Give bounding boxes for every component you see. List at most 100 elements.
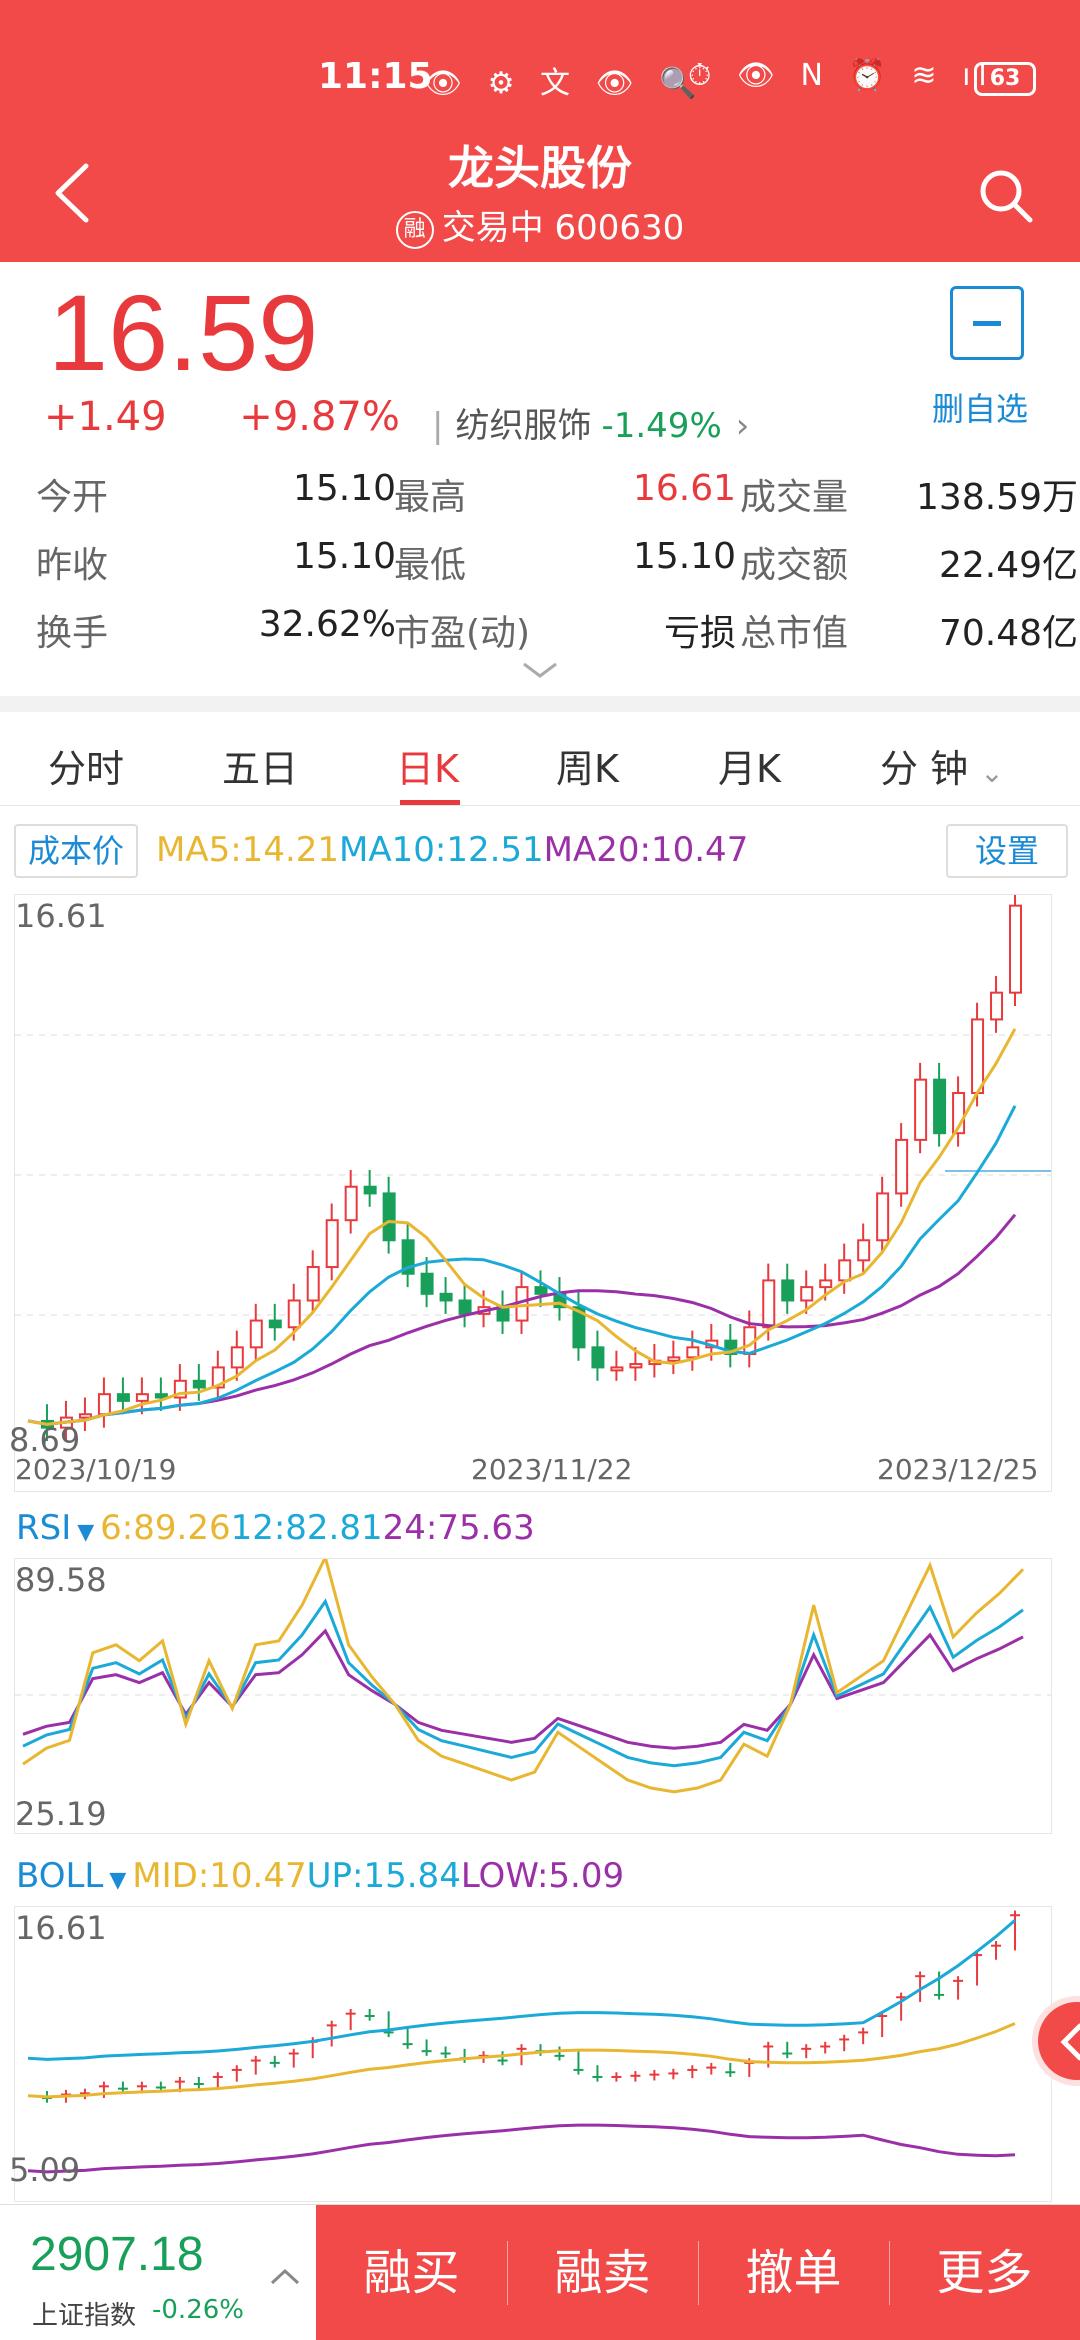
stock-name: 龙头股份 (448, 141, 632, 195)
candle-body (344, 1185, 358, 1222)
rsi24-label: 24:75.63 (382, 1508, 535, 1548)
system-icons: ⏱ 👁 N ⏰ ≋ ıl (688, 58, 995, 93)
dropdown-icon: ▼ (77, 1520, 95, 1545)
current-price: 16.59 (48, 272, 319, 393)
more-button[interactable]: 更多 (936, 2245, 1033, 2301)
candle-body (1009, 904, 1023, 994)
margin-sell-button[interactable]: 融卖 (554, 2245, 651, 2301)
expand-chevron-icon[interactable] (520, 660, 560, 680)
chevron-right-icon: › (735, 406, 750, 446)
candle-body (724, 1339, 738, 1356)
sector-link[interactable]: | 纺织服饰 -1.49% › (432, 398, 749, 447)
candle-body (97, 1393, 111, 1416)
prev-close-label: 昨收 (36, 545, 109, 586)
stock-subtitle: 融交易中 600630 (0, 200, 1080, 249)
index-change: -0.26% (152, 2295, 244, 2325)
candle-body (572, 1306, 586, 1349)
candle-body (268, 1319, 282, 1329)
open-value: 15.10 (292, 468, 396, 509)
volume-value: 138.59万 (916, 477, 1078, 518)
boll-y-max: 16.61 (15, 1909, 107, 1947)
candle-body (116, 1393, 130, 1402)
candle-body (762, 1279, 776, 1329)
candle-body (819, 1279, 833, 1289)
back-button[interactable] (44, 158, 104, 228)
candle-body (249, 1319, 263, 1349)
rsi-legend[interactable]: RSI ▼ 6:89.2612:82.8124:75.63 (16, 1508, 535, 1548)
rsi-label: RSI (16, 1508, 72, 1548)
boll-up-line (27, 1919, 1016, 2061)
dropdown-icon: ▼ (109, 1868, 127, 1893)
candle-body (287, 1299, 301, 1329)
candle-body (591, 1346, 605, 1369)
rsi6-label: 6:89.26 (100, 1508, 231, 1548)
boll-chart[interactable]: 16.61 5.09 (9, 1906, 1052, 2202)
pe-label: 市盈(动) (394, 613, 531, 654)
candle-body (230, 1346, 244, 1369)
turnover-amount-label: 成交额 (740, 545, 849, 586)
status-time: 11:15 (318, 56, 433, 97)
battery-icon: 63 (974, 62, 1036, 96)
remove-watchlist-button[interactable] (950, 286, 1024, 360)
candle-body (857, 1239, 871, 1262)
turnover-rate-label: 换手 (36, 613, 109, 654)
x-end-label: 2023/12/25 (877, 1453, 1039, 1486)
status-bar: 11:15 👁 ⚙ 文 👁 🔍 ⏱ 👁 N ⏰ ≋ ıl 63 (0, 52, 1080, 112)
index-value[interactable]: 2907.18 (30, 2228, 204, 2281)
cancel-order-button[interactable]: 撤单 (745, 2245, 842, 2301)
quote-row: 今开 15.10 最高 16.61 成交量 138.59万 (36, 468, 1078, 536)
sector-change: -1.49% (601, 406, 722, 446)
candle-body (382, 1192, 396, 1242)
chevron-down-icon: ⌄ (980, 756, 1004, 789)
candle-body (306, 1266, 320, 1302)
candle-body (534, 1286, 548, 1295)
tab-intraday[interactable]: 分时 (48, 747, 125, 791)
candle-body (401, 1239, 415, 1275)
candle-body (629, 1363, 643, 1369)
quote-details: 今开 15.10 最高 16.61 成交量 138.59万 昨收 15.10 最… (36, 468, 1078, 672)
divider (889, 2241, 890, 2305)
index-name: 上证指数 (32, 2301, 137, 2331)
candle-body (667, 1356, 681, 1362)
divider: | (432, 406, 444, 446)
tab-weekly-k[interactable]: 周K (556, 747, 619, 791)
price-change: +1.49 (44, 394, 167, 440)
prev-close-value: 15.10 (292, 536, 396, 577)
ma10-line (27, 1105, 1017, 1426)
y-min-label: 8.69 (9, 1421, 81, 1459)
chevron-up-icon[interactable] (268, 2267, 302, 2287)
tab-daily-k[interactable]: 日K (396, 747, 459, 791)
rsi6-line (22, 1559, 1025, 1794)
boll-legend[interactable]: BOLL ▼ MID:10.47UP:15.84LOW:5.09 (16, 1856, 624, 1896)
chevron-left-icon (55, 163, 89, 223)
candle-body (78, 1413, 92, 1419)
rsi12-label: 12:82.81 (230, 1508, 383, 1548)
turnover-rate-value: 32.62% (258, 604, 396, 645)
search-button[interactable] (976, 166, 1036, 226)
divider (507, 2241, 508, 2305)
candle-body (192, 1379, 206, 1389)
margin-buy-button[interactable]: 融买 (363, 2245, 460, 2301)
period-tabs: 分时 五日 日K 周K 月K 分 钟 ⌄ (0, 720, 1080, 806)
candlestick-chart[interactable]: 16.61 8.69 2023/10/19 2023/11/22 2023/12… (9, 894, 1052, 1492)
tab-monthly-k[interactable]: 月K (718, 747, 781, 791)
price-change-pct: +9.87% (239, 394, 400, 440)
margin-badge-icon: 融 (395, 210, 434, 249)
remove-watchlist-label[interactable]: 删自选 (932, 390, 1029, 428)
pe-value: 亏损 (663, 613, 736, 654)
rsi-y-min: 25.19 (15, 1795, 107, 1833)
candlestick-svg (15, 895, 1051, 1442)
boll-mid-line (27, 2022, 1016, 2099)
ma20-label: MA20:10.47 (543, 830, 749, 870)
candle-body (154, 1393, 168, 1399)
stock-code: 600630 (554, 208, 685, 248)
boll-up-label: UP:15.84 (306, 1856, 461, 1896)
tab-minute[interactable]: 分 钟 ⌄ (880, 738, 1004, 793)
tab-five-day[interactable]: 五日 (222, 747, 299, 791)
x-start-label: 2023/10/19 (15, 1453, 177, 1486)
rsi-chart[interactable]: 89.58 25.19 (14, 1558, 1052, 1834)
cost-price-button[interactable]: 成本价 (14, 824, 138, 878)
candle-body (781, 1279, 795, 1302)
chart-settings-button[interactable]: 设置 (946, 824, 1068, 878)
ma-legend: MA5:14.21MA10:12.51MA20:10.47 (156, 830, 748, 870)
